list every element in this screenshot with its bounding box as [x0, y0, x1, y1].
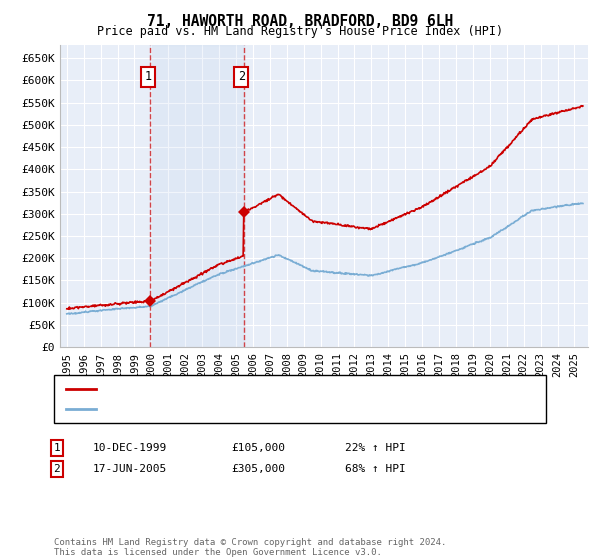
Text: Contains HM Land Registry data © Crown copyright and database right 2024.
This d: Contains HM Land Registry data © Crown c… — [54, 538, 446, 557]
Text: 68% ↑ HPI: 68% ↑ HPI — [345, 464, 406, 474]
Bar — [151, 45, 244, 347]
Text: 2: 2 — [238, 71, 245, 83]
Text: Price paid vs. HM Land Registry's House Price Index (HPI): Price paid vs. HM Land Registry's House … — [97, 25, 503, 38]
Text: 71, HAWORTH ROAD, BRADFORD, BD9 6LH: 71, HAWORTH ROAD, BRADFORD, BD9 6LH — [147, 14, 453, 29]
Text: £105,000: £105,000 — [231, 443, 285, 453]
Text: 71, HAWORTH ROAD, BRADFORD, BD9 6LH (detached house): 71, HAWORTH ROAD, BRADFORD, BD9 6LH (det… — [102, 384, 440, 394]
Text: 10-DEC-1999: 10-DEC-1999 — [93, 443, 167, 453]
Text: 17-JUN-2005: 17-JUN-2005 — [93, 464, 167, 474]
Text: 1: 1 — [53, 443, 61, 453]
Text: 1: 1 — [144, 71, 151, 83]
Text: HPI: Average price, detached house, Bradford: HPI: Average price, detached house, Brad… — [102, 404, 388, 414]
Text: 2: 2 — [53, 464, 61, 474]
Text: 22% ↑ HPI: 22% ↑ HPI — [345, 443, 406, 453]
Text: £305,000: £305,000 — [231, 464, 285, 474]
